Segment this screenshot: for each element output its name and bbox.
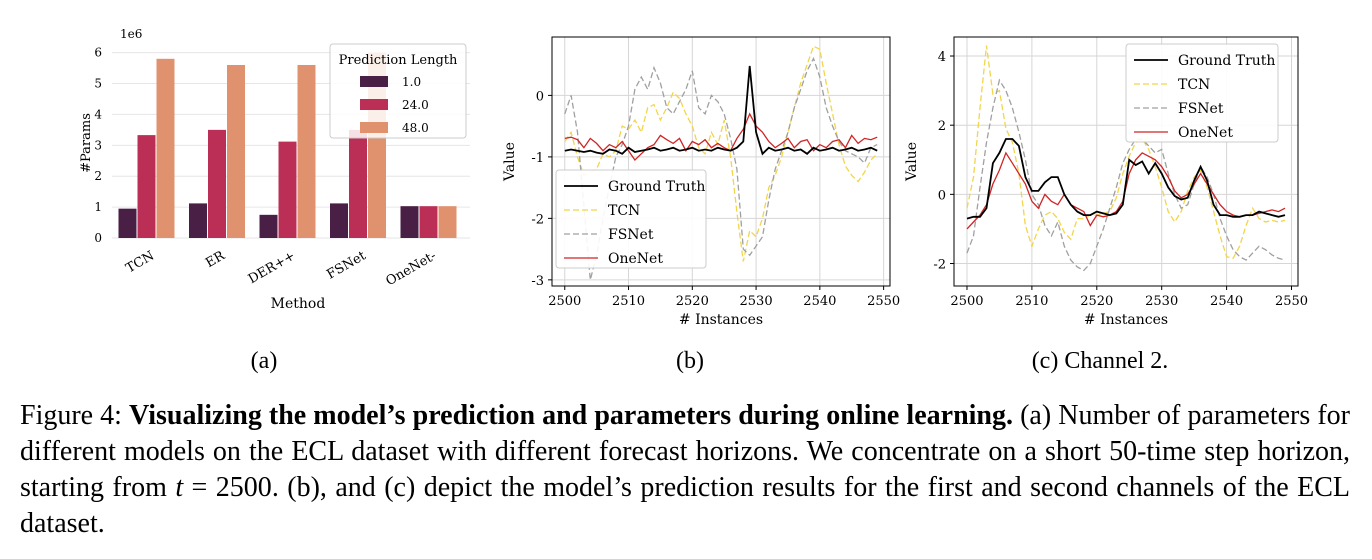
bar: [330, 203, 348, 238]
x-axis-label: Method: [271, 296, 326, 312]
bar: [137, 135, 156, 238]
caption-title: Visualizing the model’s prediction and p…: [129, 400, 1013, 431]
bar: [349, 129, 367, 238]
x-tick-label: 2540: [1210, 294, 1243, 309]
y-tick-label: 0: [938, 188, 946, 203]
params-bar-chart: 0 1 2 3 4 5 6 1e6 #Params TCN ER DER++ FSNet OneNet- M…: [79, 27, 470, 312]
legend-label: OneNet: [1178, 125, 1233, 141]
bar: [400, 206, 419, 238]
legend-box: [329, 43, 467, 139]
y-tick-label: 2: [938, 119, 946, 134]
legend-swatch: [360, 76, 388, 87]
channel2-line-chart: 2500 2510 2520 2530 2540 2550 -2 0 2 4 # Instances…: [904, 36, 1308, 328]
legend-label: 48.0: [402, 121, 429, 135]
y-tick-label: -2: [933, 258, 946, 273]
x-tick-label: 2500: [548, 294, 581, 309]
legend-label: Ground Truth: [1178, 53, 1275, 69]
legend-title: Prediction Length: [339, 53, 458, 68]
y-tick-label: -3: [531, 274, 544, 289]
legend-swatch: [360, 122, 388, 133]
y-multiplier-label: 1e6: [120, 27, 142, 41]
legend-label: FSNet: [1178, 101, 1224, 117]
subfigure-label-c: (c) Channel 2.: [1031, 348, 1169, 374]
subfigure-label-a: (a): [250, 348, 278, 374]
bar: [189, 203, 207, 238]
bar: [438, 206, 457, 238]
bar: [419, 206, 438, 238]
channel1-line-chart: 2500 2510 2520 2530 2540 2550 -3 -2 -1 0 # Instanc…: [502, 36, 900, 328]
series-line-ground-truth: [966, 138, 1286, 220]
x-tick-label: 2510: [1015, 294, 1048, 309]
bar: [208, 129, 226, 238]
legend-label: 24.0: [402, 98, 429, 112]
caption-figure-label: Figure 4:: [20, 400, 122, 431]
legend-box: [1125, 43, 1279, 143]
legend-label: OneNet: [608, 251, 663, 267]
y-axis-label: #Params: [79, 113, 94, 173]
x-tick-label: 2530: [1145, 294, 1178, 309]
x-tick-label: 2550: [1275, 294, 1308, 309]
y-axis-label: Value: [502, 142, 518, 182]
x-tick-label: 2530: [740, 294, 773, 309]
caption-text-1: (a) Number of parameters for different m…: [20, 400, 1350, 503]
legend-box: [555, 169, 707, 269]
series-line-fsnet: [966, 78, 1286, 272]
legend-label: 1.0: [402, 75, 421, 89]
caption-math-var: t: [175, 472, 184, 503]
y-tick-label: -2: [531, 212, 544, 227]
y-tick-label: 0: [94, 231, 102, 245]
y-tick-label: 4: [94, 107, 102, 121]
y-tick-label: 2: [94, 169, 102, 183]
subfigure-label-b: (b): [676, 348, 704, 374]
x-axis-label: # Instances: [1084, 312, 1168, 328]
series-line-fsnet: [564, 56, 878, 281]
legend-label: Ground Truth: [608, 179, 705, 195]
x-tick-label: OneNet-: [384, 248, 439, 289]
plot-frame: [551, 36, 891, 287]
legend-label: TCN: [608, 203, 640, 219]
x-tick-label: TCN: [124, 248, 157, 276]
legend-label: FSNet: [608, 227, 654, 243]
legend: Ground Truth TCN FSNet OneNet: [555, 169, 707, 269]
bar: [227, 64, 245, 238]
y-tick-label: 3: [94, 138, 102, 152]
legend-label: TCN: [1178, 77, 1210, 93]
y-tick-label: 0: [536, 89, 544, 104]
plot-frame: [953, 36, 1299, 287]
y-tick-label: 6: [94, 46, 102, 60]
y-axis-label: Value: [904, 142, 920, 182]
x-tick-label: 2550: [867, 294, 900, 309]
figure-caption: Figure 4: Visualizing the model’s predic…: [20, 398, 1350, 542]
series-line-tcn: [966, 45, 1286, 260]
x-tick-label: 2520: [676, 294, 709, 309]
caption-text-2: . (b), and (c) depict the model’s predic…: [20, 472, 1351, 539]
bar: [118, 208, 137, 238]
legend-swatch: [360, 99, 388, 110]
bar: [297, 64, 316, 238]
y-tick-label: 4: [938, 50, 946, 65]
legend: Prediction Length 1.0 24.0 48.0: [329, 43, 467, 139]
bar: [156, 58, 175, 239]
x-tick-label: 2540: [803, 294, 836, 309]
y-tick-label: 5: [94, 77, 102, 91]
y-tick-label: 1: [94, 200, 102, 214]
x-tick-label: 2510: [612, 294, 645, 309]
legend: Ground Truth TCN FSNet OneNet: [1125, 43, 1279, 143]
x-tick-label: 2500: [950, 294, 983, 309]
y-tick-label: -1: [531, 151, 544, 166]
x-tick-label: FSNet: [324, 248, 369, 282]
x-tick-label: 2520: [1080, 294, 1113, 309]
bar: [278, 141, 297, 238]
bar: [259, 214, 278, 238]
series-line-onenet: [564, 112, 878, 162]
caption-math-eq: = 2500: [183, 472, 272, 503]
x-tick-label: ER: [203, 248, 228, 271]
x-axis-label: # Instances: [679, 312, 763, 328]
series-line-ground-truth: [564, 65, 878, 156]
x-tick-label: DER++: [246, 248, 298, 287]
